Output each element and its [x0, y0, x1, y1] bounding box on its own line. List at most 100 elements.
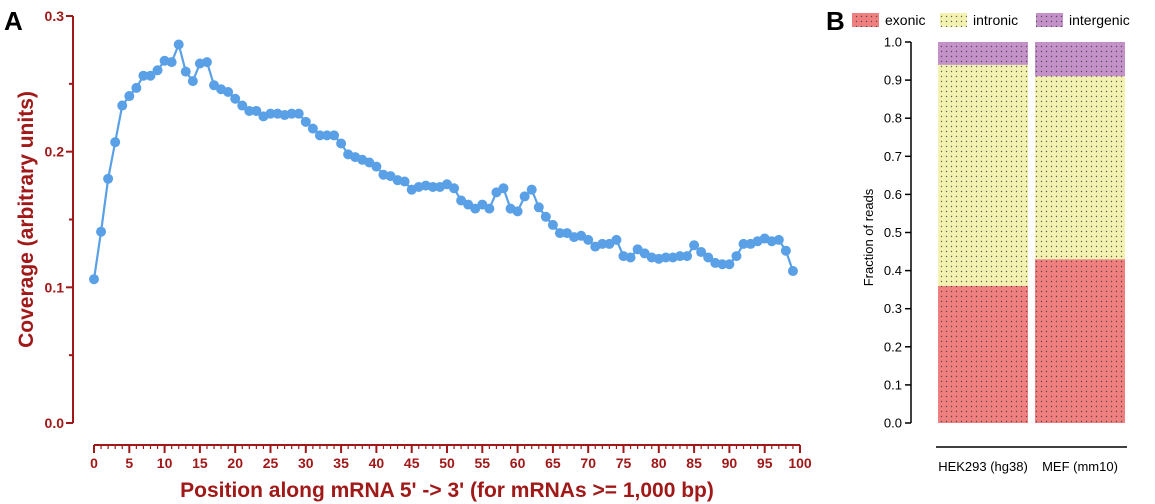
fraction-y-tick-label: 0.1: [884, 377, 902, 392]
coverage-data-point: [329, 130, 340, 141]
coverage-x-tick-label: 30: [298, 455, 314, 471]
coverage-x-tick-label: 35: [333, 455, 349, 471]
coverage-data-point: [201, 57, 212, 68]
coverage-data-point: [787, 266, 798, 277]
coverage-data-point: [166, 57, 177, 68]
fraction-y-tick-label: 0.9: [884, 73, 902, 88]
coverage-data-point: [314, 130, 325, 141]
coverage-data-point: [180, 66, 191, 77]
coverage-data-point: [625, 252, 636, 263]
coverage-data-point: [597, 238, 608, 249]
coverage-x-tick-label: 75: [616, 455, 632, 471]
coverage-data-point: [703, 252, 714, 263]
bar-segment-texture: [938, 285, 1028, 423]
coverage-x-tick-label: 40: [369, 455, 385, 471]
coverage-x-ticks: 0 5 10 15 20 25 30 35 40 45 50 55 60 65 70 75 80 85 90 95 10…: [90, 445, 812, 471]
fraction-y-ticks: 0.0 0.1 0.2 0.3 0.4 0.5 0.6 0.7 0.8 0.9 1.0: [884, 35, 911, 431]
coverage-data-point: [554, 228, 565, 239]
coverage-x-tick-label: 55: [475, 455, 491, 471]
coverage-data-point: [689, 240, 700, 251]
coverage-data-point: [103, 173, 114, 184]
legend-label-intronic: intronic: [973, 12, 1018, 28]
coverage-data-point: [512, 206, 523, 217]
coverage-x-tick-label: 50: [439, 455, 455, 471]
coverage-data-point: [131, 82, 142, 93]
coverage-data-point: [244, 105, 255, 116]
fraction-x-tick-label: MEF (mm10): [1042, 459, 1118, 474]
coverage-data-point: [371, 161, 382, 172]
coverage-data-point: [583, 234, 594, 245]
coverage-x-tick-label: 5: [125, 455, 133, 471]
coverage-data-point: [145, 70, 156, 81]
coverage-x-tick-label: 70: [580, 455, 596, 471]
coverage-y-tick-label: 0.0: [45, 415, 65, 431]
coverage-x-tick-label: 60: [510, 455, 526, 471]
coverage-data-point: [660, 252, 671, 263]
coverage-x-axis-label: Position along mRNA 5' -> 3' (for mRNAs …: [180, 479, 714, 502]
fraction-y-tick-label: 0.6: [884, 187, 902, 202]
coverage-y-ticks: 0.0 0.1 0.2 0.3: [45, 8, 73, 431]
coverage-data-point: [526, 184, 537, 195]
bar-segment-texture: [938, 42, 1028, 65]
coverage-data-point: [307, 123, 318, 134]
coverage-y-tick-label: 0.3: [45, 8, 65, 24]
bar-segment-texture: [1035, 76, 1125, 260]
fraction-y-tick-label: 0.3: [884, 301, 902, 316]
coverage-x-tick-label: 0: [90, 455, 98, 471]
coverage-data-point: [773, 234, 784, 245]
bar-segment-texture: [1035, 259, 1125, 423]
fraction-y-tick-label: 0.0: [884, 416, 902, 431]
coverage-y-tick-label: 0.2: [45, 144, 65, 160]
coverage-data-point: [519, 191, 530, 202]
fraction-y-axis-label: Fraction of reads: [861, 188, 876, 286]
coverage-x-tick-label: 80: [651, 455, 667, 471]
coverage-data-point: [717, 259, 728, 270]
coverage-data-point: [89, 274, 99, 285]
coverage-data-point: [682, 251, 693, 262]
coverage-data-point: [96, 226, 107, 237]
coverage-data-point: [724, 259, 735, 270]
coverage-data-point: [547, 219, 558, 230]
stacked-bars: [938, 42, 1125, 423]
coverage-x-tick-label: 45: [404, 455, 420, 471]
coverage-data-point: [286, 108, 297, 119]
coverage-series-points: [89, 39, 798, 285]
fraction-y-tick-label: 0.5: [884, 225, 902, 240]
bar-segment-texture: [1035, 42, 1125, 77]
coverage-data-point: [484, 203, 495, 214]
legend-swatch-texture: [1036, 13, 1063, 27]
coverage-data-point: [187, 76, 198, 87]
fraction-y-tick-label: 0.4: [884, 263, 902, 278]
bar-segment-texture: [938, 64, 1028, 286]
coverage-data-point: [117, 100, 128, 111]
legend: exonic intronic intergenic: [852, 12, 1130, 28]
coverage-data-point: [696, 247, 707, 258]
legend-swatch-texture: [852, 13, 879, 27]
coverage-x-tick-label: 100: [788, 455, 812, 471]
coverage-data-point: [780, 245, 791, 256]
coverage-data-point: [449, 183, 460, 194]
coverage-data-point: [223, 86, 234, 97]
coverage-x-tick-label: 90: [722, 455, 738, 471]
coverage-data-point: [336, 138, 347, 149]
fraction-y-tick-label: 0.8: [884, 111, 902, 126]
coverage-x-tick-label: 85: [686, 455, 702, 471]
legend-label-exonic: exonic: [885, 12, 925, 28]
coverage-x-tick-label: 95: [757, 455, 773, 471]
coverage-data-point: [138, 70, 149, 81]
coverage-x-tick-label: 10: [157, 455, 173, 471]
coverage-data-point: [427, 181, 438, 192]
coverage-data-point: [738, 238, 749, 249]
coverage-data-point: [321, 130, 332, 141]
coverage-data-point: [124, 91, 135, 102]
coverage-data-point: [237, 100, 248, 111]
coverage-y-axis-label: Coverage (arbitrary units): [15, 91, 38, 348]
legend-swatch-texture: [940, 13, 967, 27]
coverage-y-tick-label: 0.1: [45, 279, 65, 295]
coverage-data-point: [540, 211, 551, 222]
coverage-x-tick-label: 65: [545, 455, 561, 471]
coverage-data-point: [674, 251, 685, 262]
coverage-data-point: [300, 116, 311, 127]
coverage-data-point: [611, 234, 622, 245]
